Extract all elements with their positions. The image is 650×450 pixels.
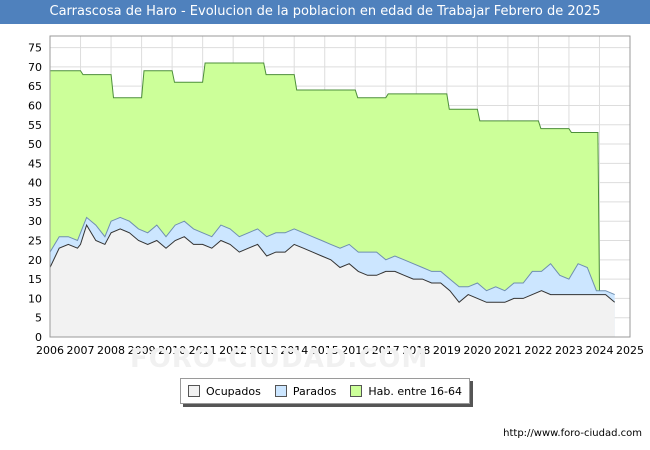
x-tick-label: 2016 bbox=[341, 344, 369, 354]
legend-item-hab: Hab. entre 16-64 bbox=[350, 385, 462, 398]
legend-label-ocupados: Ocupados bbox=[205, 384, 261, 398]
y-tick-label: 10 bbox=[28, 292, 42, 305]
x-tick-label: 2019 bbox=[433, 344, 461, 354]
legend-label-hab: Hab. entre 16-64 bbox=[368, 384, 462, 398]
y-tick-label: 70 bbox=[28, 61, 42, 74]
y-tick-label: 5 bbox=[35, 312, 42, 325]
y-tick-label: 60 bbox=[28, 99, 42, 112]
series-line-parados bbox=[49, 216, 615, 296]
x-tick-label: 2023 bbox=[555, 344, 583, 354]
series-areas bbox=[49, 62, 616, 337]
source-url: http://www.foro-ciudad.com bbox=[503, 428, 642, 439]
x-tick-label: 2006 bbox=[36, 344, 64, 354]
legend-item-parados: Parados bbox=[274, 384, 337, 398]
y-tick-label: 75 bbox=[28, 42, 42, 55]
y-tick-label: 45 bbox=[28, 157, 42, 170]
y-tick-label: 55 bbox=[28, 119, 42, 132]
y-tick-label: 50 bbox=[28, 138, 42, 151]
series-area-ocupados bbox=[50, 225, 615, 337]
legend-swatch-parados bbox=[274, 385, 287, 397]
y-tick-label: 30 bbox=[28, 215, 42, 228]
x-tick-label: 2009 bbox=[128, 344, 156, 354]
y-tick-label: 35 bbox=[28, 196, 42, 209]
plot-frame bbox=[49, 35, 631, 338]
x-tick-label: 2007 bbox=[67, 344, 95, 354]
x-tick-label: 2022 bbox=[524, 344, 552, 354]
x-axis-ticks: 2006 2007 2008 2009 2010 2011 2012 2013 2014 2015… bbox=[36, 344, 644, 354]
y-tick-label: 25 bbox=[28, 235, 42, 248]
legend-swatch-hab bbox=[350, 385, 363, 397]
x-tick-label: 2018 bbox=[402, 344, 430, 354]
x-tick-label: 2017 bbox=[372, 344, 400, 354]
watermark: FORO-CIUDAD.COM bbox=[130, 344, 429, 374]
series-line-hab-entre-16-64 bbox=[50, 62, 600, 291]
x-tick-label: 2014 bbox=[280, 344, 308, 354]
x-tick-label: 2012 bbox=[219, 344, 247, 354]
x-tick-label: 2010 bbox=[158, 344, 186, 354]
series-line-ocupados bbox=[49, 223, 616, 304]
x-tick-label: 2013 bbox=[250, 344, 278, 354]
y-tick-label: 15 bbox=[28, 273, 42, 286]
x-tick-label: 2008 bbox=[97, 344, 125, 354]
x-tick-label: 2015 bbox=[311, 344, 339, 354]
legend-item-ocupados: Ocupados bbox=[187, 384, 261, 398]
chart-title: Carrascosa de Haro - Evolucion de la pob… bbox=[0, 0, 650, 24]
legend-swatch-ocupados bbox=[187, 385, 200, 397]
y-tick-label: 40 bbox=[28, 177, 42, 190]
x-tick-label: 2011 bbox=[189, 344, 217, 354]
x-tick-label: 2024 bbox=[585, 344, 613, 354]
x-tick-label: 2025 bbox=[616, 344, 644, 354]
y-tick-label: 0 bbox=[35, 331, 42, 344]
y-tick-label: 20 bbox=[28, 254, 42, 267]
x-tick-label: 2020 bbox=[463, 344, 491, 354]
y-axis-ticks: 0 5 10 15 20 25 30 35 40 45 50 55 60 65 70 75 bbox=[28, 42, 42, 344]
legend: Ocupados Parados Hab. entre 16-64 bbox=[180, 378, 470, 404]
y-tick-label: 65 bbox=[28, 80, 42, 93]
legend-label-parados: Parados bbox=[292, 384, 337, 398]
x-tick-label: 2021 bbox=[494, 344, 522, 354]
